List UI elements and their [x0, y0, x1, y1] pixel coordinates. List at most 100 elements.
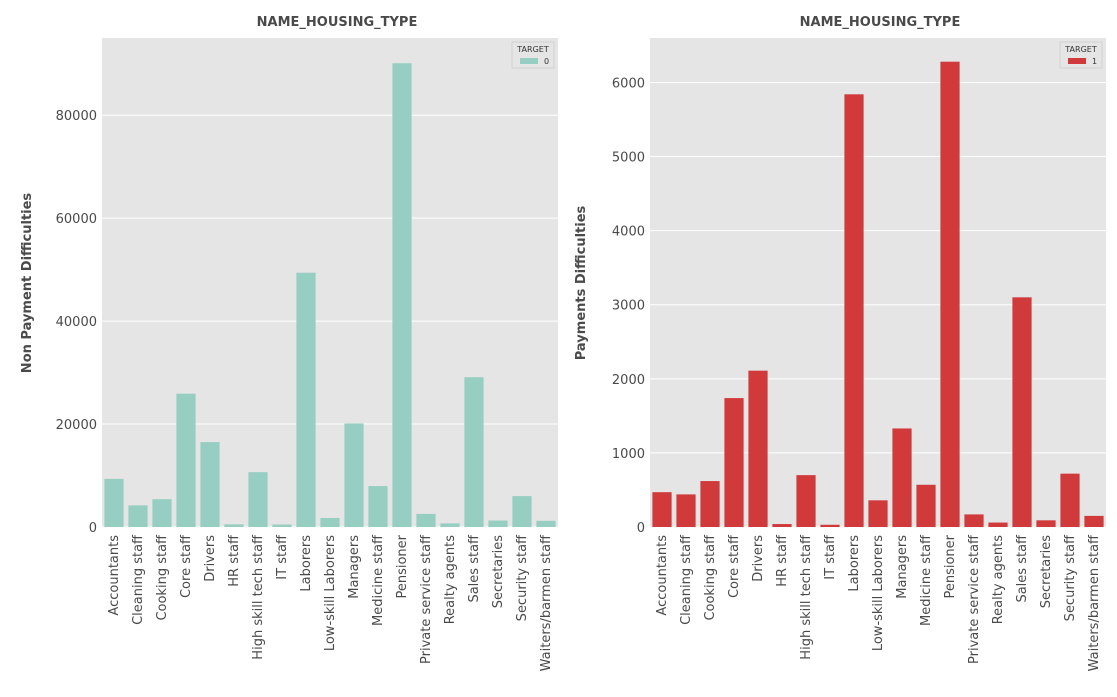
bar — [772, 524, 792, 527]
bar — [796, 475, 816, 527]
bar — [748, 370, 768, 527]
chart-right-x-ticks: Accountants Cleaning staff Cooking staff Co… — [655, 534, 1102, 671]
x-tick-label: HR staff — [227, 534, 242, 587]
bar — [724, 398, 744, 527]
bar — [536, 520, 556, 527]
x-tick-label: Cooking staff — [703, 534, 718, 621]
x-tick-label: Cooking staff — [155, 534, 170, 621]
y-tick-label: 5000 — [612, 151, 645, 166]
bar — [676, 494, 696, 527]
bar — [652, 492, 672, 527]
bar — [964, 514, 984, 527]
bar — [296, 272, 316, 527]
chart-right-bars — [652, 61, 1104, 528]
chart-left-legend-swatch — [520, 58, 538, 64]
x-tick-label: Pensioner — [943, 534, 958, 598]
bar — [368, 486, 388, 527]
chart-right-plot-area — [650, 38, 1106, 527]
x-tick-label: Private service staff — [419, 534, 434, 664]
chart-right: NAME_HOUSING_TYPE 0 1000 2000 3000 4000 5000 6… — [574, 15, 1106, 671]
x-tick-label: IT staff — [275, 534, 290, 580]
x-tick-label: Private service staff — [967, 534, 982, 664]
x-tick-label: Security staff — [515, 534, 530, 621]
bar — [464, 377, 484, 527]
bar — [844, 94, 864, 528]
chart-right-title: NAME_HOUSING_TYPE — [800, 15, 961, 30]
y-tick-label: 80000 — [56, 109, 97, 124]
bar — [272, 524, 292, 527]
bar — [1036, 520, 1056, 527]
y-tick-label: 1000 — [612, 447, 645, 462]
x-tick-label: HR staff — [775, 534, 790, 587]
bar — [820, 524, 840, 527]
y-tick-label: 6000 — [612, 76, 645, 91]
x-tick-label: Core staff — [179, 534, 194, 598]
x-tick-label: Secretaries — [491, 535, 506, 608]
chart-left-x-ticks: Accountants Cleaning staff Cooking staff Co… — [107, 534, 554, 671]
chart-left-legend: TARGET 0 — [511, 41, 555, 69]
bar — [320, 517, 340, 527]
x-tick-label: Waiters/barmen staff — [539, 534, 554, 671]
x-tick-label: IT staff — [823, 534, 838, 580]
bar — [416, 513, 436, 527]
bar — [892, 428, 912, 527]
x-tick-label: Drivers — [203, 535, 218, 582]
x-tick-label: Laborers — [299, 535, 314, 592]
x-tick-label: Managers — [895, 535, 910, 599]
bar — [988, 522, 1008, 527]
x-tick-label: Accountants — [107, 535, 122, 616]
x-tick-label: Realty agents — [443, 535, 458, 625]
chart-left-y-ticks: 0 20000 40000 60000 80000 — [56, 109, 97, 536]
bar — [700, 481, 720, 527]
chart-right-legend: TARGET 1 — [1059, 41, 1103, 69]
y-tick-label: 20000 — [56, 418, 97, 433]
chart-left-plot-area — [102, 38, 558, 527]
x-tick-label: Managers — [347, 535, 362, 599]
bar — [128, 505, 148, 527]
bar — [440, 523, 460, 527]
chart-left: NAME_HOUSING_TYPE 020000400006000080000 … — [20, 15, 558, 671]
chart-right-legend-title: TARGET — [1064, 45, 1097, 54]
x-tick-label: Medicine staff — [371, 534, 386, 626]
x-tick-label: Cleaning staff — [679, 534, 694, 625]
chart-right-legend-label: 1 — [1092, 57, 1097, 66]
x-tick-label: Secretaries — [1039, 535, 1054, 608]
chart-right-legend-swatch — [1068, 58, 1086, 64]
x-tick-label: Medicine staff — [919, 534, 934, 626]
bar — [1012, 297, 1032, 527]
chart-left-ylabel: Non Payment Difficulties — [20, 193, 35, 374]
chart-left-legend-title: TARGET — [516, 45, 549, 54]
bar — [200, 442, 220, 527]
y-tick-label: 4000 — [612, 225, 645, 240]
x-tick-label: Accountants — [655, 535, 670, 616]
x-tick-label: Waiters/barmen staff — [1087, 534, 1102, 671]
bar — [344, 423, 364, 527]
x-tick-label: Realty agents — [991, 535, 1006, 625]
bar — [176, 393, 196, 527]
bar — [916, 484, 936, 527]
x-tick-label: Drivers — [751, 535, 766, 582]
x-tick-label: Core staff — [727, 534, 742, 598]
bar — [868, 500, 888, 527]
bar — [224, 524, 244, 527]
x-tick-label: Sales staff — [467, 534, 482, 603]
x-tick-label: Security staff — [1063, 534, 1078, 621]
bar — [940, 61, 960, 527]
y-tick-label: 0 — [89, 521, 97, 536]
x-tick-label: Laborers — [847, 535, 862, 592]
y-tick-label: 60000 — [56, 212, 97, 227]
bar — [488, 520, 508, 527]
chart-right-y-ticks: 0 1000 2000 3000 4000 5000 6000 — [612, 76, 645, 536]
x-tick-label: High skill tech staff — [251, 534, 266, 660]
y-tick-label: 0 — [637, 521, 645, 536]
x-tick-label: Low-skill Laborers — [871, 535, 886, 651]
y-tick-label: 3000 — [612, 299, 645, 314]
bar — [152, 499, 172, 527]
chart-left-bars — [104, 63, 556, 527]
x-tick-label: Sales staff — [1015, 534, 1030, 603]
bar — [1060, 473, 1080, 527]
x-tick-label: High skill tech staff — [799, 534, 814, 660]
x-tick-label: Low-skill Laborers — [323, 535, 338, 651]
bar — [512, 496, 532, 527]
